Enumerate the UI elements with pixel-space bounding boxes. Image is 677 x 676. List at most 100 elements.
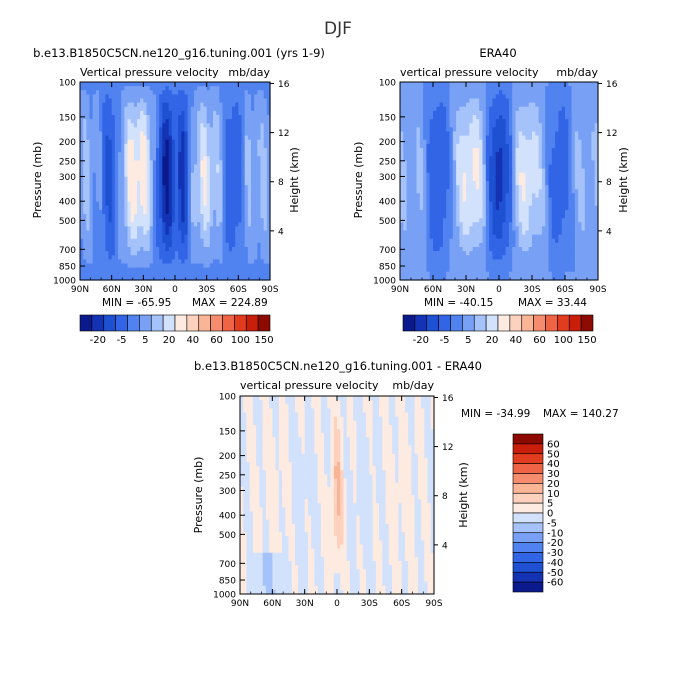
field-cell bbox=[442, 176, 447, 182]
field-cell bbox=[426, 218, 431, 223]
field-cell bbox=[416, 189, 421, 194]
field-cell bbox=[108, 255, 113, 260]
field-cell bbox=[105, 209, 110, 215]
field-cell bbox=[452, 82, 457, 87]
field-cell bbox=[482, 164, 487, 170]
field-cell bbox=[244, 98, 249, 104]
field-cell bbox=[99, 247, 103, 252]
field-cell bbox=[469, 131, 474, 137]
field-cell bbox=[83, 222, 87, 227]
field-cell bbox=[574, 119, 579, 124]
field-cell bbox=[175, 201, 179, 207]
field-cell bbox=[241, 251, 246, 256]
field-cell bbox=[479, 197, 484, 203]
field-cell bbox=[469, 90, 474, 95]
field-cell bbox=[203, 98, 208, 104]
field-cell bbox=[558, 139, 563, 145]
field-cell bbox=[99, 242, 103, 248]
field-cell bbox=[535, 160, 540, 166]
panel-model: b.e13.B1850C5CN.ne120_g16.tuning.001 (yr… bbox=[31, 46, 325, 309]
field-cell bbox=[140, 234, 144, 240]
field-cell bbox=[429, 160, 434, 166]
field-cell bbox=[194, 94, 198, 100]
field-cell bbox=[159, 201, 163, 207]
field-cell bbox=[433, 209, 437, 215]
field-cell bbox=[409, 160, 414, 166]
field-cell bbox=[168, 209, 173, 215]
field-cell bbox=[499, 148, 503, 153]
field-cell bbox=[222, 82, 227, 87]
field-cell bbox=[190, 263, 195, 269]
field-cell bbox=[247, 172, 252, 178]
field-cell bbox=[479, 152, 484, 157]
field-cell bbox=[209, 148, 214, 153]
field-cell bbox=[114, 90, 119, 95]
field-cell bbox=[206, 106, 211, 112]
field-cell bbox=[555, 214, 559, 219]
field-cell bbox=[257, 209, 262, 215]
field-cell bbox=[551, 164, 556, 170]
field-cell bbox=[140, 185, 144, 190]
field-cell bbox=[187, 271, 192, 277]
field-cell bbox=[105, 143, 110, 149]
field-cell bbox=[469, 152, 474, 157]
field-cell bbox=[578, 214, 583, 219]
field-cell bbox=[439, 176, 444, 182]
field-cell bbox=[492, 106, 497, 112]
field-cell bbox=[244, 230, 249, 236]
field-cell bbox=[232, 102, 236, 108]
field-cell bbox=[568, 110, 573, 116]
field-cell bbox=[439, 90, 444, 95]
field-cell bbox=[551, 86, 556, 91]
field-cell bbox=[89, 259, 94, 265]
field-cell bbox=[143, 119, 148, 124]
field-cell bbox=[102, 242, 106, 248]
field-cell bbox=[512, 148, 517, 153]
field-cell bbox=[505, 135, 510, 141]
field-cell bbox=[232, 152, 236, 157]
field-cell bbox=[449, 193, 454, 199]
field-cell bbox=[568, 201, 573, 207]
field-cell bbox=[502, 152, 507, 157]
field-cell bbox=[86, 135, 91, 141]
field-cell bbox=[263, 160, 268, 166]
field-cell bbox=[140, 131, 144, 137]
field-cell bbox=[515, 152, 520, 157]
field-cell bbox=[423, 164, 427, 170]
field-cell bbox=[222, 189, 227, 194]
field-cell bbox=[181, 222, 186, 227]
field-cell bbox=[257, 251, 262, 256]
field-cell bbox=[508, 115, 513, 120]
field-cell bbox=[568, 164, 573, 170]
field-cell bbox=[452, 197, 457, 203]
field-cell bbox=[228, 271, 233, 277]
field-cell bbox=[525, 90, 530, 95]
field-cell bbox=[558, 160, 563, 166]
field-cell bbox=[92, 197, 97, 203]
field-cell bbox=[515, 209, 520, 215]
field-cell bbox=[403, 94, 408, 100]
field-cell bbox=[462, 127, 467, 133]
field-cell bbox=[178, 259, 182, 265]
field-cell bbox=[197, 234, 201, 240]
field-cell bbox=[436, 205, 441, 211]
field-cell bbox=[489, 119, 493, 124]
field-cell bbox=[257, 238, 262, 244]
field-cell bbox=[429, 119, 434, 124]
field-cell bbox=[105, 255, 110, 260]
field-cell bbox=[165, 247, 170, 252]
field-cell bbox=[95, 267, 100, 273]
field-cell bbox=[118, 193, 122, 199]
field-cell bbox=[475, 193, 480, 199]
field-cell bbox=[238, 160, 243, 166]
field-cell bbox=[472, 168, 477, 174]
field-cell bbox=[535, 193, 540, 199]
field-cell bbox=[247, 205, 252, 211]
field-cell bbox=[251, 209, 255, 215]
field-cell bbox=[114, 110, 119, 116]
field-cell bbox=[482, 197, 487, 203]
field-cell bbox=[449, 176, 454, 182]
field-cell bbox=[197, 86, 201, 91]
field-cell bbox=[92, 185, 97, 190]
field-cell bbox=[92, 115, 97, 120]
